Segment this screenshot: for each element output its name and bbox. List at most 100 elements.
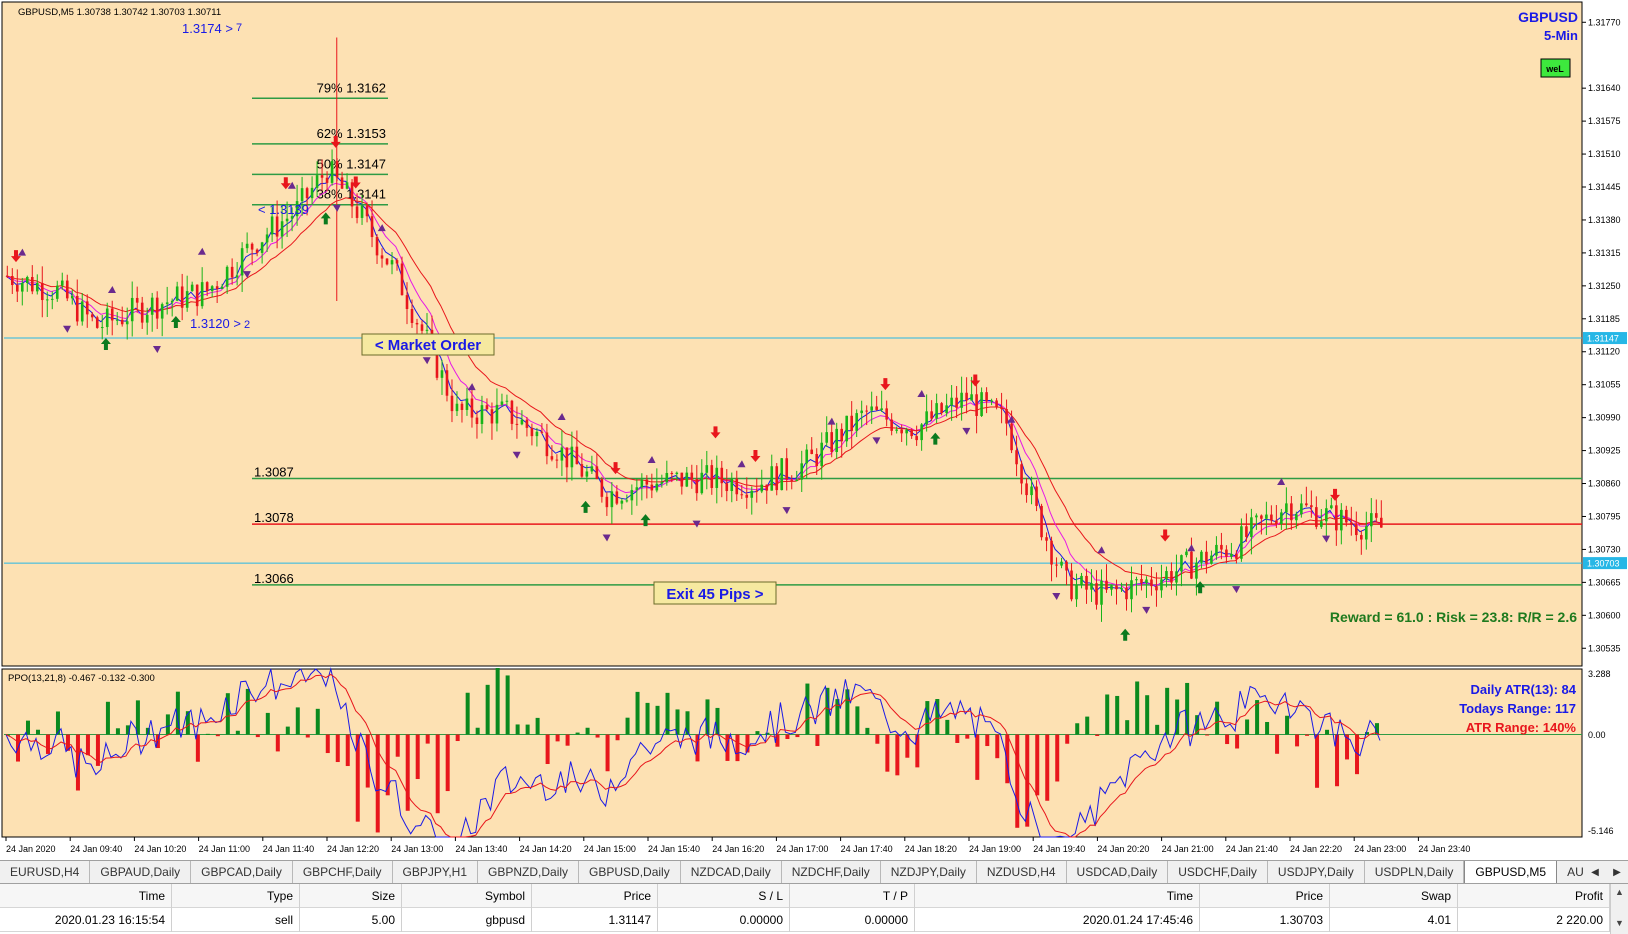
indicator-histogram-bar	[1315, 734, 1320, 788]
terminal-column-header[interactable]: Price	[532, 884, 658, 908]
candle-body	[265, 234, 269, 243]
candle-body	[755, 490, 759, 492]
terminal-column-header[interactable]: Price	[1200, 884, 1330, 908]
chart-tab[interactable]: GBPJPY,H1	[393, 861, 479, 883]
scroll-up-icon[interactable]: ▲	[1615, 887, 1624, 897]
candle-body	[1110, 585, 1113, 590]
fractal-marker	[782, 507, 791, 515]
buy-arrow-icon	[930, 432, 941, 445]
candle-body	[1000, 407, 1003, 410]
level-label: 1.3087	[254, 464, 294, 479]
indicator-histogram-bar	[65, 734, 70, 751]
chart-tab[interactable]: GBPUSD,M5	[1464, 861, 1558, 883]
main-chart-pane[interactable]	[1, 1, 1583, 667]
chart-tab[interactable]: USDCAD,Daily	[1067, 861, 1169, 883]
terminal-column-header[interactable]: Type	[172, 884, 300, 908]
candle-body	[560, 447, 564, 461]
candle-body	[1280, 512, 1283, 525]
table-row[interactable]: 2020.01.23 16:15:54 sell 5.00 gbpusd 1.31147…	[0, 908, 1628, 932]
candle-body	[80, 301, 84, 322]
indicator-histogram-bar	[1375, 723, 1380, 735]
terminal-column-header[interactable]: Time	[915, 884, 1200, 908]
level-label: 1.3066	[254, 571, 294, 586]
time-axis-label: 24 Jan 19:00	[969, 844, 1021, 854]
indicator-histogram-bar	[255, 734, 260, 738]
candle-body	[1230, 553, 1233, 557]
candle-body	[525, 419, 529, 428]
indicator-histogram-bar	[795, 734, 800, 738]
indicator-histogram-bar	[215, 734, 220, 737]
terminal-cell: 0.00000	[790, 908, 915, 932]
chart-tab[interactable]: NZDCHF,Daily	[782, 861, 881, 883]
indicator-histogram-bar	[675, 709, 680, 735]
terminal-column-header[interactable]: T / P	[790, 884, 915, 908]
fractal-marker	[692, 520, 701, 528]
indicator-histogram-bar	[1055, 734, 1060, 782]
candle-body	[975, 394, 978, 416]
chart-tab[interactable]: EURUSD,H4	[0, 861, 91, 883]
scroll-down-icon[interactable]: ▼	[1615, 918, 1624, 928]
chart-tab[interactable]: NZDJPY,Daily	[881, 861, 977, 883]
tab-scroll-right-icon[interactable]: ▶	[1613, 866, 1621, 878]
tab-scroll-buttons[interactable]: ◀ ▶	[1584, 861, 1628, 883]
chart-tab[interactable]: GBPCHF,Daily	[293, 861, 393, 883]
candle-body	[50, 298, 54, 300]
terminal-cell: 4.01	[1330, 908, 1458, 932]
indicator-histogram-bar	[545, 734, 550, 765]
time-axis-label: 24 Jan 15:00	[584, 844, 636, 854]
chart-tab[interactable]: GBPNZD,Daily	[478, 861, 580, 883]
chart-tab[interactable]: NZDUSD,H4	[977, 861, 1067, 883]
indicator-histogram-bar	[435, 734, 440, 814]
chart-tab[interactable]: GBPUSD,Daily	[579, 861, 681, 883]
todays-range-text: Todays Range: 117	[1459, 701, 1576, 716]
candle-body	[730, 478, 734, 492]
terminal-column-header[interactable]: Profit	[1458, 884, 1610, 908]
candle-body	[590, 466, 594, 472]
indicator-histogram-bar	[585, 727, 590, 735]
candle-body	[855, 413, 858, 431]
candle-body	[830, 432, 834, 453]
candle-body	[1140, 579, 1143, 584]
fractal-marker	[917, 390, 926, 398]
indicator-histogram-bar	[375, 734, 380, 833]
terminal-column-header[interactable]: Time	[0, 884, 172, 908]
candle-body	[135, 297, 139, 303]
candle-body	[345, 182, 349, 189]
chart-tab[interactable]: GBPCAD,Daily	[191, 861, 293, 883]
terminal-cell: 2020.01.23 16:15:54	[0, 908, 172, 932]
indicator-histogram-bar	[175, 691, 180, 735]
chart-tab[interactable]: NZDCAD,Daily	[681, 861, 782, 883]
candle-body	[500, 401, 504, 405]
terminal-scrollbar[interactable]: ▲ ▼	[1610, 884, 1628, 934]
candle-body	[820, 442, 824, 467]
chart-area[interactable]: 1.3087 1.3078 1.3066 79% 1.3162 62% 1.3153 50…	[0, 0, 1628, 860]
time-axis-label: 24 Jan 23:00	[1354, 844, 1406, 854]
indicator-histogram-bar	[1025, 734, 1030, 827]
candle-body	[25, 277, 29, 283]
indicator-histogram-bar	[245, 688, 250, 735]
time-axis-label: 24 Jan 21:40	[1226, 844, 1278, 854]
indicator-histogram-bar	[1085, 716, 1090, 735]
terminal-column-header[interactable]: Symbol	[402, 884, 532, 908]
chart-tab[interactable]: USDJPY,Daily	[1268, 861, 1365, 883]
sell-arrow-icon	[280, 177, 291, 190]
candle-body	[1380, 517, 1383, 528]
sell-arrow-icon	[750, 449, 761, 462]
indicator-histogram-bar	[715, 707, 720, 735]
indicator-histogram-bar	[455, 734, 460, 742]
chart-tab[interactable]: USDPLN,Daily	[1365, 861, 1465, 883]
candle-body	[640, 479, 644, 488]
candle-body	[1155, 586, 1158, 591]
chart-tab[interactable]: GBPAUD,Daily	[90, 861, 192, 883]
terminal-column-header[interactable]: Size	[300, 884, 402, 908]
buy-arrow-icon	[580, 500, 591, 513]
candle-body	[1245, 526, 1248, 537]
indicator-histogram-bar	[1295, 734, 1300, 747]
sell-arrow-icon	[1160, 529, 1171, 542]
indicator-histogram-bar	[25, 720, 30, 735]
tab-scroll-left-icon[interactable]: ◀	[1591, 866, 1599, 878]
candle-body	[300, 188, 304, 202]
terminal-column-header[interactable]: S / L	[658, 884, 790, 908]
chart-tab[interactable]: USDCHF,Daily	[1168, 861, 1268, 883]
terminal-column-header[interactable]: Swap	[1330, 884, 1458, 908]
